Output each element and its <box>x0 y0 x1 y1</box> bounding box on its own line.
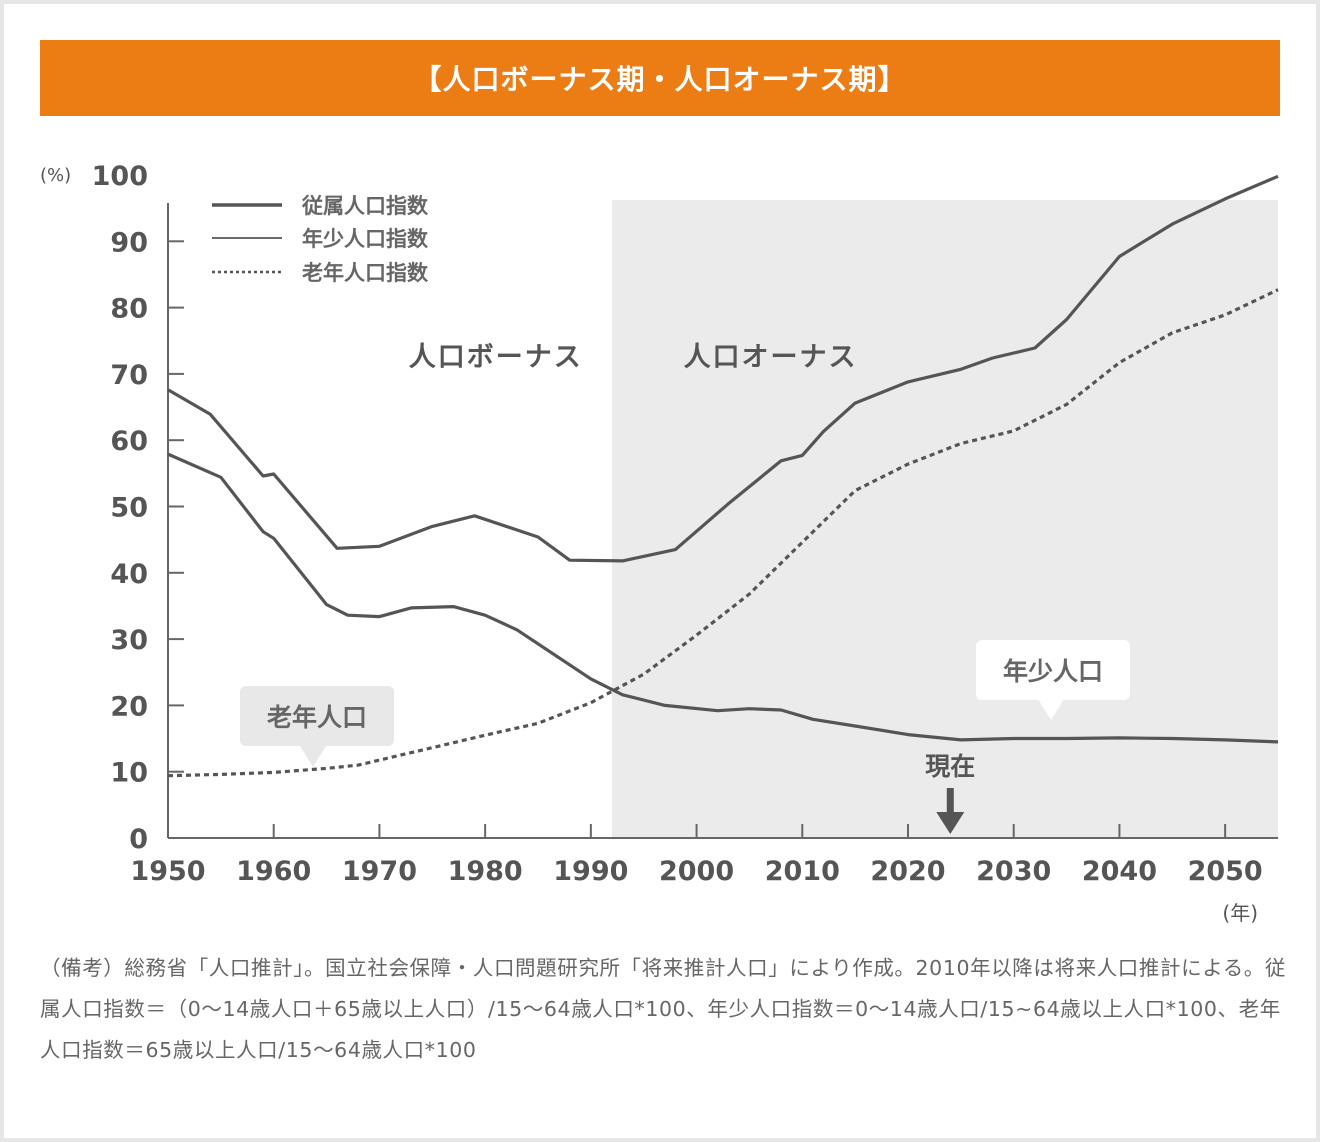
y-tick-label: 10 <box>110 758 148 789</box>
x-tick-label: 1950 <box>130 856 205 887</box>
y-tick-label: 40 <box>110 559 148 590</box>
y-tick-label: 80 <box>110 294 148 325</box>
figure-title: 【人口ボーナス期・人口オーナス期】 <box>40 40 1280 116</box>
y-tick-label: 90 <box>110 227 148 258</box>
x-tick-label: 2020 <box>870 856 945 887</box>
legend-label: 老年人口指数 <box>302 261 429 285</box>
series-line-2 <box>167 452 1279 744</box>
x-tick-label: 1960 <box>236 856 311 887</box>
onus-period-label: 人口オーナス <box>684 342 858 373</box>
x-tick-label: 2040 <box>1082 856 1157 887</box>
x-axis-unit: (年) <box>1222 901 1258 925</box>
y-tick-label: 60 <box>110 426 148 457</box>
series-line-1 <box>167 174 1279 563</box>
x-tick-label: 1980 <box>448 856 523 887</box>
youth-callout-box <box>976 640 1130 700</box>
elderly-callout-pointer <box>300 746 326 767</box>
x-tick-label: 1990 <box>553 856 628 887</box>
y-tick-label: 0 <box>129 824 148 855</box>
youth-callout-pointer <box>1038 699 1064 720</box>
x-tick-label: 2050 <box>1188 856 1263 887</box>
now-arrow-head <box>936 812 965 834</box>
now-label: 現在 <box>925 752 975 781</box>
y-tick-label: 20 <box>110 691 148 722</box>
legend-label: 年少人口指数 <box>302 227 429 251</box>
series-line-3 <box>167 288 1279 778</box>
x-tick-label: 1970 <box>342 856 417 887</box>
x-tick-label: 2010 <box>765 856 840 887</box>
elderly-callout-label: 老年人口 <box>267 703 367 732</box>
y-tick-label: 30 <box>110 625 148 656</box>
y-tick-label: 100 <box>92 161 148 192</box>
onus-period-shading <box>612 200 1278 838</box>
bonus-period-label: 人口ボーナス <box>409 342 583 373</box>
source-note: （備考）総務省「人口推計」。国立社会保障・人口問題研究所「将来推計人口」により作… <box>40 956 1286 1062</box>
y-axis-unit: (%) <box>40 165 71 186</box>
x-tick-label: 2000 <box>659 856 734 887</box>
y-tick-label: 50 <box>110 493 148 524</box>
y-tick-label: 70 <box>110 360 148 391</box>
elderly-callout-box <box>240 686 394 746</box>
legend-label: 従属人口指数 <box>301 194 429 218</box>
x-tick-label: 2030 <box>976 856 1051 887</box>
youth-callout-label: 年少人口 <box>1003 657 1103 686</box>
